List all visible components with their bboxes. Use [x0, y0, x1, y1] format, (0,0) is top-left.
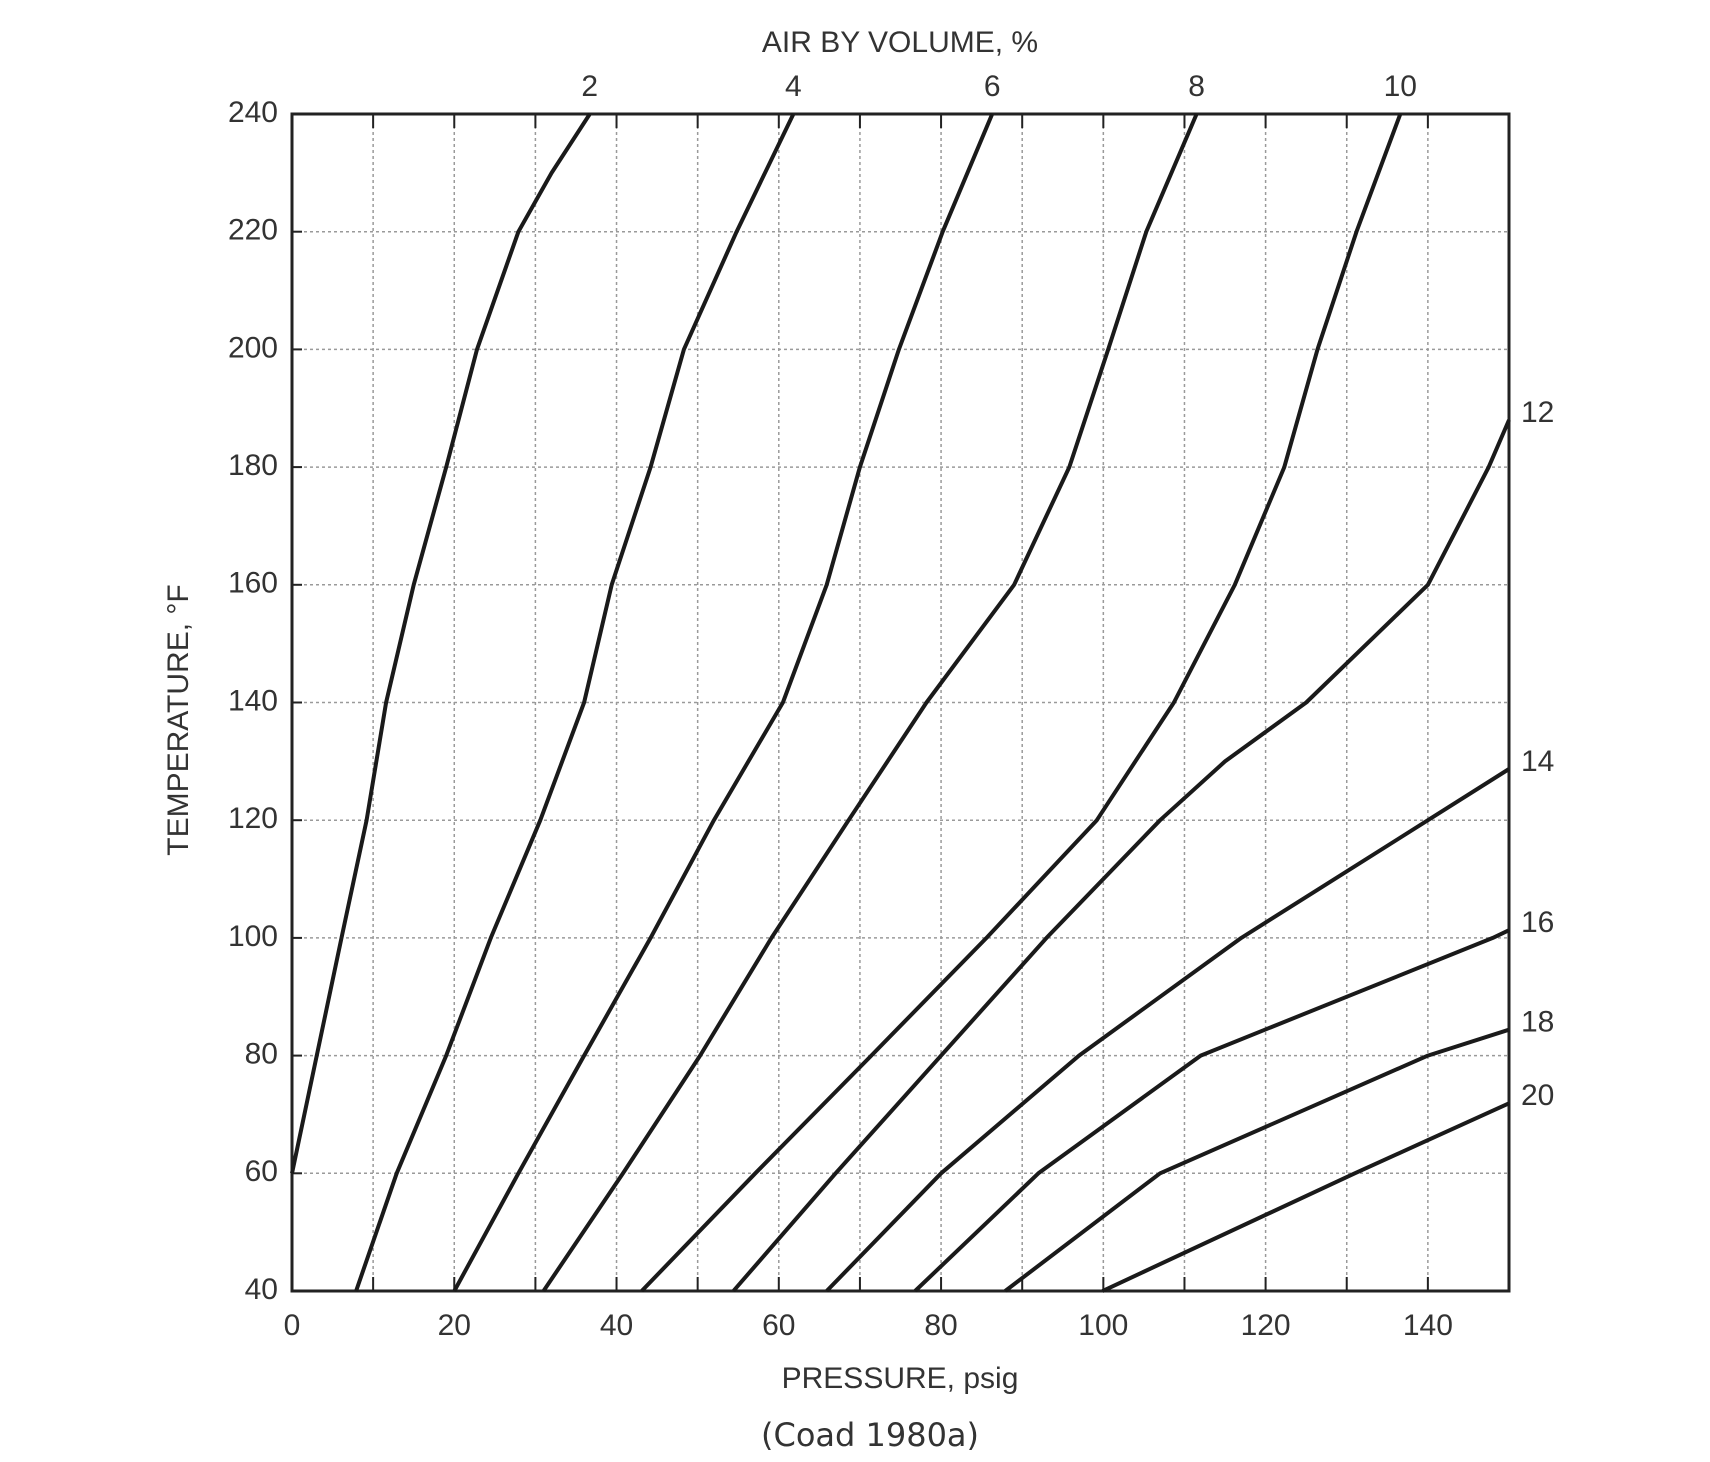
curve: [731, 419, 1511, 1293]
curve-label: 14: [1521, 745, 1554, 778]
x-tick-label: 120: [1241, 1309, 1291, 1342]
curve-label: 16: [1521, 906, 1554, 939]
curve-label: 12: [1521, 396, 1554, 429]
y-tick-label: 40: [245, 1273, 278, 1306]
curve: [290, 112, 592, 1174]
x-tick-label: 0: [284, 1309, 301, 1342]
x-tick-label: 40: [600, 1309, 633, 1342]
y-tick-label: 120: [228, 802, 278, 835]
curve: [452, 113, 995, 1292]
x-axis-title: PRESSURE, psig: [782, 1362, 1019, 1395]
y-tick-label: 80: [245, 1038, 278, 1071]
y-tick-label: 220: [228, 214, 278, 247]
x-tick-label: 20: [438, 1309, 471, 1342]
y-tick-label: 180: [228, 449, 278, 482]
curve-label: 18: [1521, 1006, 1554, 1039]
curve: [1003, 1027, 1510, 1293]
curve-label: 2: [581, 70, 598, 103]
source-note: (Coad 1980a): [761, 1416, 979, 1454]
x-tick-label: 140: [1403, 1309, 1453, 1342]
x-tick-label: 80: [924, 1309, 957, 1342]
curve: [354, 113, 796, 1292]
curve-label: 6: [984, 70, 1001, 103]
plot-frame: [290, 112, 1511, 1293]
y-tick-label: 140: [228, 684, 278, 717]
y-axis-title: TEMPERATURE, °F: [162, 584, 195, 855]
curve-label: 8: [1188, 70, 1205, 103]
y-tick-label: 200: [228, 331, 278, 364]
curve: [1101, 1101, 1510, 1293]
y-tick-label: 160: [228, 567, 278, 600]
curve: [541, 113, 1199, 1293]
top-axis-title: AIR BY VOLUME, %: [762, 26, 1038, 59]
curve: [640, 113, 1403, 1293]
y-tick-label: 100: [228, 920, 278, 953]
curve-label: 4: [785, 70, 802, 103]
curve-label: 10: [1384, 70, 1417, 103]
x-tick-label: 100: [1078, 1309, 1128, 1342]
y-tick-label: 60: [245, 1155, 278, 1188]
curve: [825, 767, 1511, 1293]
x-tick-label: 60: [762, 1309, 795, 1342]
curve-label: 20: [1521, 1079, 1554, 1112]
curve: [913, 928, 1510, 1293]
y-tick-label: 240: [228, 96, 278, 129]
